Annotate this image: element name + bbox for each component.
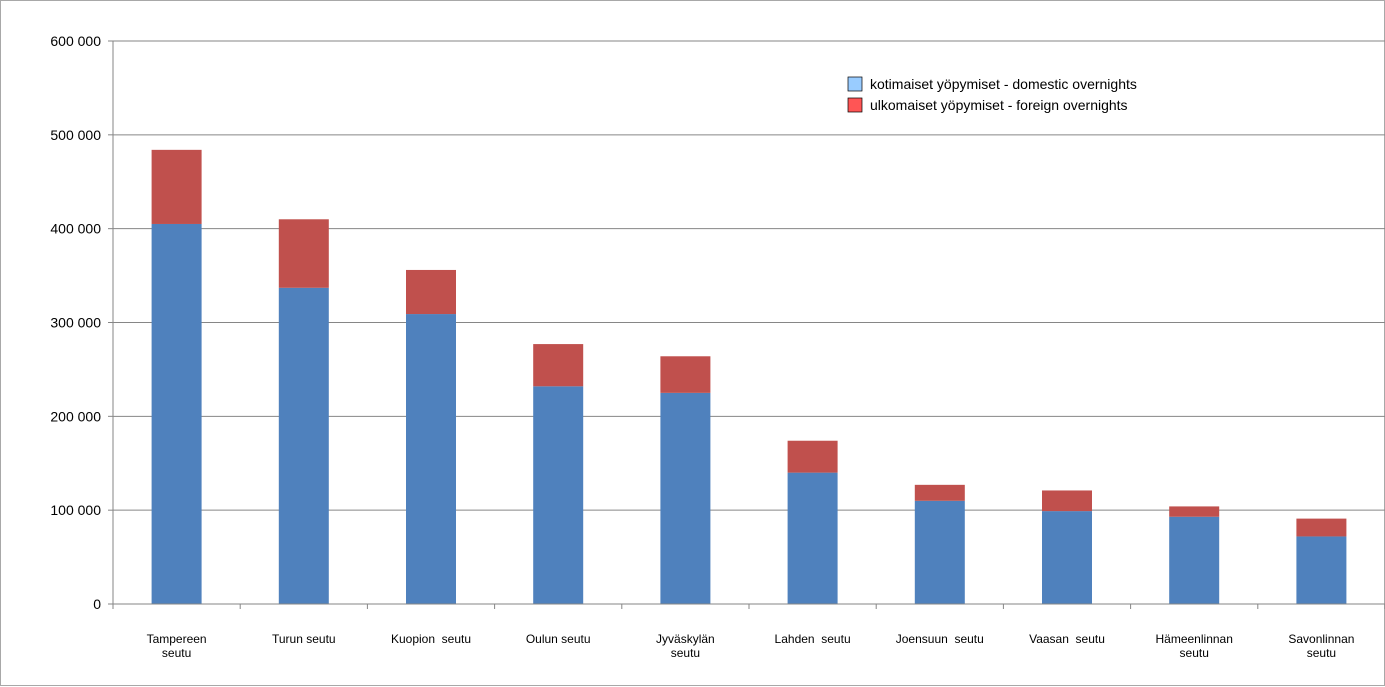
x-category-label: Hämeenlinnan seutu	[1156, 632, 1233, 660]
bar-foreign	[914, 484, 965, 501]
bar-foreign	[1042, 490, 1092, 512]
bars	[151, 149, 1347, 604]
bar-foreign	[151, 149, 202, 224]
legend: kotimaiset yöpymiset - domestic overnigh…	[847, 76, 1137, 113]
y-tick-label: 300 000	[50, 315, 101, 331]
y-tick-label: 0	[93, 596, 101, 612]
y-tick-label: 500 000	[50, 127, 101, 143]
y-tick-label: 600 000	[50, 33, 101, 49]
bar-foreign	[1169, 506, 1220, 517]
bar-domestic	[533, 386, 584, 604]
y-tick-label: 200 000	[50, 408, 101, 424]
bar-domestic	[787, 472, 838, 604]
axes	[108, 40, 1385, 609]
bar-domestic	[1042, 511, 1092, 604]
bar-foreign	[1296, 518, 1347, 537]
y-tick-label: 100 000	[50, 502, 101, 518]
x-category-label: Kuopion seutu	[391, 632, 471, 646]
x-category-label: Joensuun seutu	[896, 632, 984, 646]
bar-domestic	[914, 500, 965, 604]
x-category-label: Tampereen seutu	[147, 632, 207, 660]
bar-domestic	[1169, 516, 1220, 604]
legend-label-domestic: kotimaiset yöpymiset - domestic overnigh…	[870, 76, 1137, 92]
x-category-label: Lahden seutu	[775, 632, 851, 646]
bar-foreign	[278, 219, 329, 288]
x-category-label: Turun seutu	[272, 632, 336, 646]
bar-foreign	[787, 440, 838, 473]
bar-foreign	[406, 269, 456, 315]
legend-label-foreign: ulkomaiset yöpymiset - foreign overnight…	[870, 97, 1128, 113]
bar-domestic	[151, 223, 202, 604]
bar-domestic	[660, 392, 711, 604]
x-category-label: Oulun seutu	[526, 632, 591, 646]
y-tick-label: 400 000	[50, 221, 101, 237]
x-category-label: Vaasan seutu	[1029, 632, 1105, 646]
x-category-labels: Tampereen seutu Turun seutu Kuopion seutu Ou…	[147, 632, 1355, 660]
legend-swatch-foreign	[847, 97, 863, 113]
bar-domestic	[1296, 536, 1347, 604]
x-category-label: Jyväskylän seutu	[656, 632, 715, 660]
legend-swatch-domestic	[847, 76, 863, 92]
x-category-label: Savonlinnan seutu	[1288, 632, 1354, 660]
bar-foreign	[660, 356, 711, 393]
bar-domestic	[406, 314, 456, 604]
y-tick-labels: 0 100 000 200 000 300 000 400 000 500 000 600 …	[50, 33, 101, 612]
bar-foreign	[533, 344, 584, 387]
bar-domestic	[278, 287, 329, 604]
